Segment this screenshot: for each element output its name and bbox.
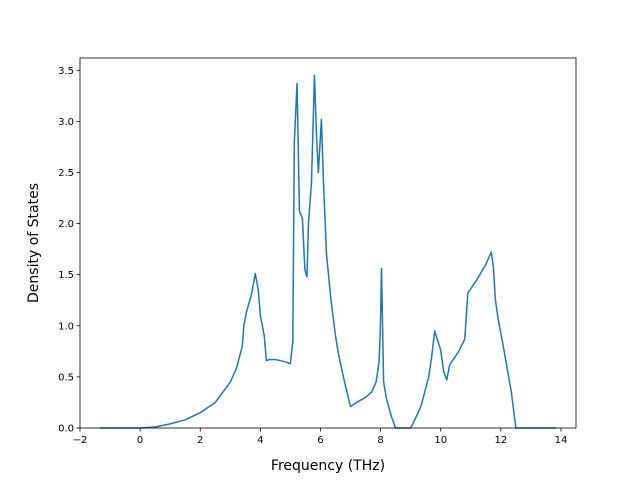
y-tick-label: 2.5	[58, 168, 74, 179]
y-tick-label: 0.0	[58, 424, 74, 435]
x-tick-label: 12	[494, 435, 507, 446]
x-tick-label: 14	[555, 435, 568, 446]
x-tick-label: 0	[137, 435, 143, 446]
x-tick-label: 10	[434, 435, 447, 446]
y-tick-label: 3.0	[58, 117, 74, 128]
y-tick-label: 2.0	[58, 219, 74, 230]
x-tick-label: 2	[197, 435, 203, 446]
plot-area	[80, 58, 576, 428]
x-tick-label: 8	[377, 435, 383, 446]
plot-frame	[79, 57, 577, 429]
y-tick-label: 1.5	[58, 270, 74, 281]
y-tick-label: 0.5	[58, 372, 74, 383]
x-tick-label: −2	[73, 435, 88, 446]
x-axis-ticks: −2 0 2 4 6 8 10 12 14	[73, 428, 568, 446]
y-axis-ticks: 0.0 0.5 1.0 1.5 2.0 2.5 3.0 3.5	[58, 66, 80, 435]
x-tick-label: 6	[317, 435, 323, 446]
series-line	[100, 74, 556, 429]
x-axis-label: Frequency (THz)	[271, 458, 385, 474]
y-axis-label: Density of States	[26, 183, 42, 303]
y-tick-label: 3.5	[58, 66, 74, 77]
y-tick-label: 1.0	[58, 321, 74, 332]
x-tick-label: 4	[257, 435, 263, 446]
